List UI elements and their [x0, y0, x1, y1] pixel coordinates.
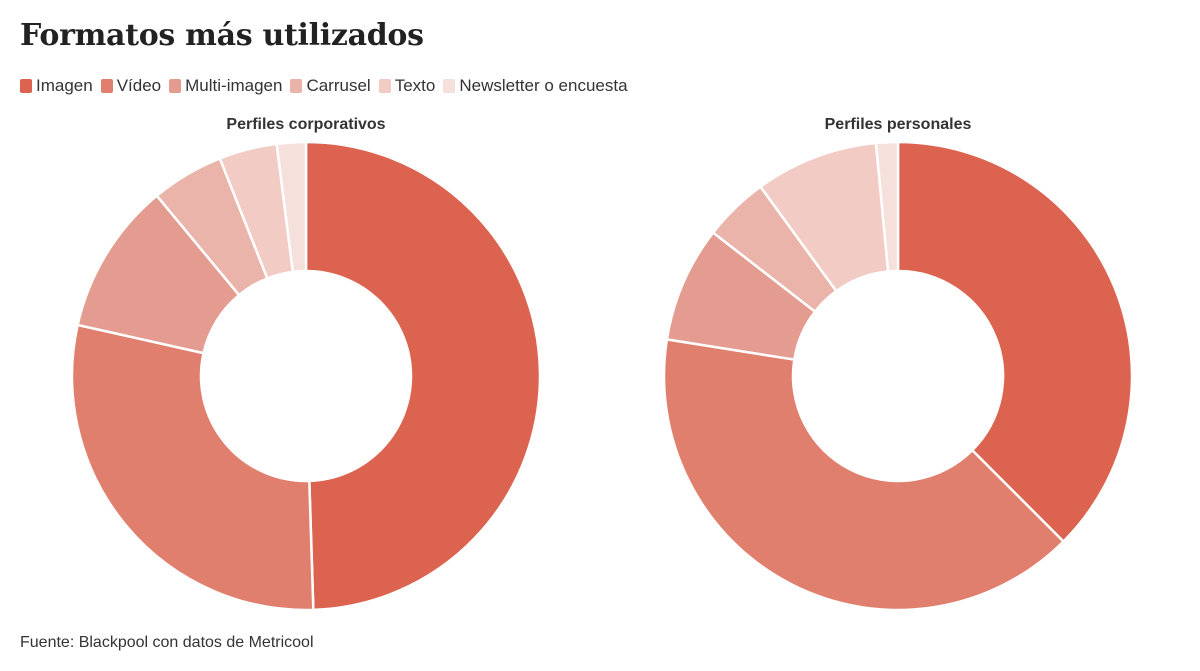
legend-item-imagen: Imagen — [20, 76, 93, 96]
legend-item-video: Vídeo — [100, 76, 162, 96]
legend-item-carrusel: Carrusel — [290, 76, 371, 96]
donut-slice-imagen — [896, 140, 1134, 543]
legend-label: Imagen — [36, 76, 93, 95]
legend: Imagen Vídeo Multi-imagen Carrusel Texto… — [20, 76, 636, 96]
legend-label: Texto — [394, 76, 436, 95]
legend-swatch — [443, 79, 456, 93]
legend-swatch — [290, 79, 303, 93]
legend-label: Multi-imagen — [185, 76, 283, 95]
legend-label: Newsletter o encuesta — [459, 76, 628, 95]
donut-slice-newsletter-o-encuesta — [874, 140, 900, 273]
donut-personales-title: Perfiles personales — [824, 116, 972, 133]
donut-slice-newsletter-o-encuesta — [275, 140, 308, 274]
donut-chart-corporativos — [70, 140, 542, 612]
chart-title: Formatos más utilizados — [20, 18, 424, 53]
legend-label: Vídeo — [116, 76, 162, 95]
legend-item-multi-imagen: Multi-imagen — [169, 76, 282, 96]
donut-chart-personales — [662, 140, 1134, 612]
legend-item-texto: Texto — [378, 76, 436, 96]
legend-swatch — [100, 79, 113, 93]
donut-corporativos-title: Perfiles corporativos — [226, 116, 386, 133]
legend-swatch — [169, 79, 182, 93]
legend-label: Carrusel — [306, 76, 371, 95]
legend-swatch — [20, 79, 32, 93]
donut-slice-vídeo — [70, 323, 315, 612]
donut-slice-vídeo — [662, 338, 1065, 612]
source-note: Fuente: Blackpool con datos de Metricool — [20, 634, 314, 651]
donut-slice-imagen — [304, 140, 542, 612]
legend-swatch — [378, 79, 391, 93]
legend-item-newsletter: Newsletter o encuesta — [443, 76, 628, 96]
